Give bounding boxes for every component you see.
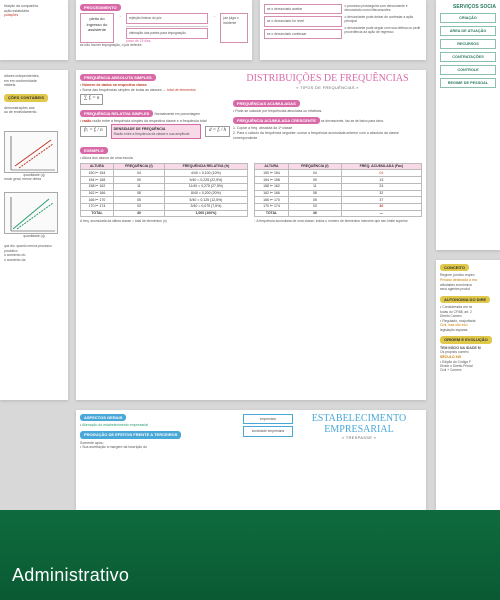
cell: pleito do ingresso do assistente [80,13,114,43]
header: FREQUÊNCIA ACUMULADA CRESCENTE [233,117,320,124]
card-top-right: se o denunciado aceitar se o denunciado … [260,0,426,60]
th: FREQUÊNCIA (f) [113,163,164,170]
card-subtitle: « TRESPASSE » [296,435,422,440]
side-item: ÁREA DE ATUAÇÃO [440,26,496,36]
cell: se o denunciado aceitar [264,4,342,14]
header: CONCEITO [440,264,469,271]
th: ALTURA [81,163,114,170]
text: total de elementos [167,88,196,92]
text: 2. Para o cálculo da frequência seguinte… [233,131,422,140]
header: PRODUÇÃO DE EFEITOS FRENTE A TERCEIROS [80,431,181,438]
header: FREQUÊNCIA ABSOLUTA SIMPLES [80,74,156,81]
box: sociedade empresária [243,426,293,436]
th: FREQUÊNCIA (f) [289,163,342,170]
table-freq-2: ALTURA FREQUÊNCIA (f) FREQ. ACUMULADA (F… [254,163,422,218]
footer-bar: Administrativo [0,510,500,600]
side-item: CONTRATAÇÕES [440,52,496,62]
side-item: CRIAÇÃO [440,13,496,23]
side-item: CONTROLE [440,65,496,75]
header: FREQUÊNCIA RELATIVA SIMPLES [80,110,153,117]
side-item: REGIME DE PESSOAL [440,78,496,88]
card-frequencias: FREQUÊNCIA ABSOLUTA SIMPLES • Número de … [76,70,426,400]
card-servicos: SERVIÇOS SOCIA CRIAÇÃO ÁREA DE ATUAÇÃO R… [436,0,500,250]
card-left-strip: ditores independentes, em em conformidad… [0,70,68,400]
header: ORIGEM E EVOLUÇÃO [440,336,492,343]
note: A frequência acumulada de uma classe, in… [256,219,407,223]
text: Sua averbação à margem da inscrição do [82,445,147,449]
text: Soma das frequências simples de todas as… [82,88,161,92]
cell: se o denunciado for revel [264,16,342,26]
card-procedimento: PROCEDIMENTO pleito do ingresso do assis… [76,0,252,60]
card-estabelecimento: ASPECTOS GERAIS • Alienação do estabelec… [76,410,426,510]
text: o denunciante pode seguir com sua defesa… [345,26,423,35]
header: ASPECTOS GERAIS [80,414,126,421]
cell: se o denunciado confessar [264,29,342,39]
formula: frᵢ = fᵢ / n [80,126,107,137]
chart-supply [4,131,58,173]
header: EXEMPLO [80,147,108,154]
cell: juiz julga o incidente [220,13,248,43]
note: se decrescente, faz-se de baixo para cim… [321,119,384,123]
formula: d = fᵢ / h [205,126,230,137]
text: au de endividamento. [4,110,64,115]
formula: ∑ fᵢ = n [80,94,103,105]
text: Privado destinada à rea [440,278,477,282]
th: ALTURA [255,163,289,170]
box: empresário [243,414,293,424]
text: Pode-se calcular por frequências absolut… [235,109,322,113]
card-title: ESTABELECIMENTO EMPRESARIAL [296,414,422,435]
text: que diz: quanto menos processo produtivo [4,244,64,253]
card-top-left: tituição da companhia ação estatutária p… [0,0,68,60]
note: se não houver impugnação, o juiz deferir… [80,43,248,47]
chart-supply-2 [4,192,58,234]
text: Altura dos alunos de uma escola [82,156,133,160]
text: modo geral, menor oferta [4,177,64,181]
text: Razão entre a frequência da classe e sua… [114,132,198,136]
text: Civil, mas não excl [440,323,467,327]
header: ÇÕES CONTÁBEIS [4,94,48,101]
text: o denunciante pode deixar de contestar a… [345,15,423,24]
side-item: RECURSOS [440,39,496,49]
footer-title: Administrativo [12,565,129,586]
header: PROCEDIMENTO [80,4,121,11]
text: Regulado, majoritaria [442,319,475,323]
text: razão entre a frequência simples da resp… [92,119,206,123]
cell: rejeição liminar do juiz [126,13,208,23]
card-right-bottom: CONCEITO Regime jurídico espec Privado d… [436,260,500,510]
header: FREQUÊNCIAS ACUMULADAS [233,100,300,107]
text: putações [4,13,64,18]
cell: intimação das partes para impugnação [126,28,208,38]
header: AUTONOMIA DO DIRE [440,296,490,303]
text: Alienação do estabelecimento empresarial [82,423,148,427]
text: o processo prosseguirá com denunciante e… [345,4,423,13]
text: Considerada um ra [442,305,472,309]
text: o aumento da [4,258,64,263]
text: Edição do Código F [442,360,471,364]
note: A freq. acumulada da última classe = tot… [80,219,248,223]
table-freq-1: ALTURA FREQUÊNCIA (f) FREQUÊNCIA RELATIV… [80,163,248,218]
text: Civil + Comerc [440,368,496,372]
text: Número de dados na respectiva classe [82,83,147,87]
th: FREQ. ACUMULADA (Fac) [341,163,421,170]
card-title: DISTRIBUIÇÕES DE FREQUÊNCIAS [233,74,422,85]
header: SERVIÇOS SOCIA [440,4,496,10]
note: Normalmente em porcentagem [154,112,199,116]
th: FREQUÊNCIA RELATIVA (fr) [164,163,247,170]
